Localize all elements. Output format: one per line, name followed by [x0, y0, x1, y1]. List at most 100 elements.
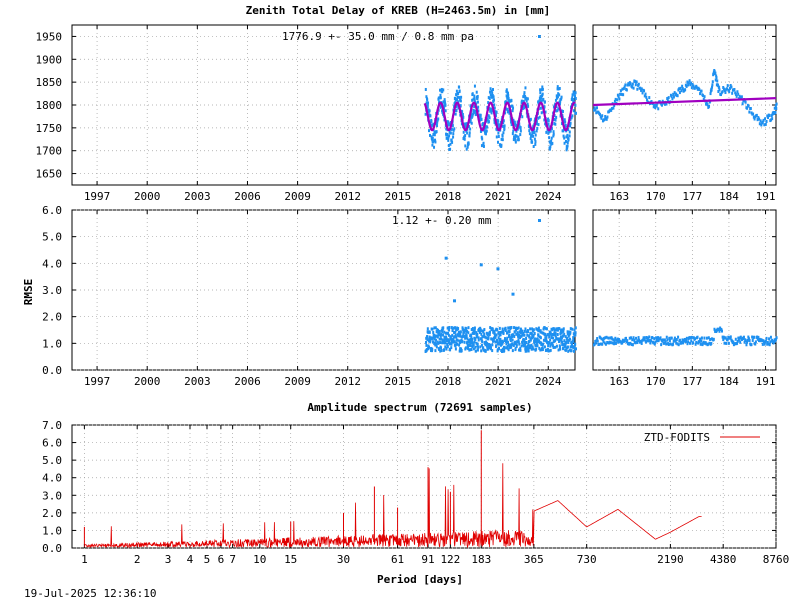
rmse-main-point	[517, 334, 520, 338]
rmse-main-point	[552, 336, 555, 340]
ztd-main-ytick-label: 1900	[36, 53, 63, 66]
rmse-main-point	[563, 332, 566, 336]
rmse-main-point	[431, 336, 434, 340]
ztd-zoom-point	[722, 87, 725, 91]
rmse-zoom-point	[694, 337, 697, 341]
rmse-zoom-point	[722, 338, 725, 342]
ztd-main-point	[556, 95, 559, 99]
rmse-zoom-point	[737, 336, 740, 340]
rmse-zoom-point	[756, 337, 759, 341]
rmse-main-point	[455, 335, 458, 339]
rmse-zoom-point	[672, 342, 675, 346]
ztd-main-point	[480, 118, 483, 122]
rmse-zoom-point	[764, 339, 767, 343]
ztd-main-point	[543, 100, 546, 104]
rmse-zoom-point	[604, 342, 607, 346]
spectrum-ytick-label: 3.0	[42, 489, 62, 502]
ztd-main-point	[493, 103, 496, 107]
ztd-main-point	[475, 111, 478, 115]
rmse-main-point	[543, 326, 546, 330]
rmse-main-point	[529, 338, 532, 342]
ztd-zoom-point	[595, 106, 598, 110]
rmse-main-point	[531, 345, 534, 349]
rmse-main-point	[535, 327, 538, 331]
ztd-main-point	[555, 94, 558, 98]
rmse-zoom-point	[761, 342, 764, 346]
ztd-main-point	[501, 134, 504, 138]
rmse-main-point	[497, 346, 500, 350]
rmse-main-point	[517, 338, 520, 342]
rmse-main-point	[549, 338, 552, 342]
rmse-zoom-point	[721, 335, 724, 339]
ztd-zoom-point	[655, 104, 658, 108]
ztd-zoom-point	[620, 92, 623, 96]
spectrum-xtick-label: 15	[284, 553, 297, 566]
rmse-zoom-point	[761, 339, 764, 343]
rmse-main-point	[470, 333, 473, 337]
ztd-zoom-point	[710, 88, 713, 92]
rmse-zoom-point	[673, 338, 676, 342]
ztd-main-point	[448, 134, 451, 138]
rmse-main-point	[504, 326, 507, 330]
rmse-main-point	[549, 348, 552, 352]
ztd-main-point	[516, 127, 519, 131]
ztd-main-point	[519, 133, 522, 137]
ztd-zoom-point	[747, 104, 750, 108]
rmse-zoom-point	[757, 335, 760, 339]
ztd-zoom-point	[639, 86, 642, 90]
ztd-main-point	[487, 101, 490, 105]
rmse-zoom-point	[705, 336, 708, 340]
rmse-main-point	[574, 331, 577, 335]
rmse-main-point	[477, 338, 480, 342]
rmse-main-point	[566, 330, 569, 334]
rmse-main-point	[454, 344, 457, 348]
rmse-main-point	[532, 335, 535, 339]
ztd-main-point	[424, 112, 427, 116]
ztd-zoom-point	[752, 115, 755, 119]
rmse-main-ytick-label: 6.0	[42, 204, 62, 217]
ztd-main-point	[435, 122, 438, 126]
rmse-zoom-point	[720, 329, 723, 333]
rmse-zoom-point	[678, 338, 681, 342]
ztd-main-point	[517, 138, 520, 142]
rmse-zoom-frame	[592, 209, 777, 371]
rmse-main-point	[476, 332, 479, 336]
rmse-zoom-point	[647, 339, 650, 343]
rmse-main-point	[544, 339, 547, 343]
ztd-zoom-point	[752, 112, 755, 116]
rmse-zoom-point	[731, 339, 734, 343]
rmse-main-point	[498, 342, 501, 346]
ztd-zoom-point	[706, 103, 709, 107]
ztd-main-plot: 1650 1700 1750 1800 1850 1900 1950 1997 2000 2003…	[36, 24, 577, 203]
rmse-main-point	[506, 344, 509, 348]
spectrum-xlabel: Period [days]	[377, 573, 463, 586]
rmse-main-point	[426, 327, 429, 331]
ztd-main-point	[522, 99, 525, 103]
ztd-main-point	[574, 103, 577, 107]
rmse-main-point	[486, 342, 489, 346]
ztd-main-point	[429, 133, 432, 137]
ztd-main-point	[457, 91, 460, 95]
ztd-main-point	[452, 135, 455, 139]
rmse-main-point	[447, 341, 450, 345]
ztd-zoom-point	[634, 83, 637, 87]
rmse-main-point	[560, 336, 563, 340]
rmse-zoom-point	[645, 340, 648, 344]
rmse-zoom-point	[717, 328, 720, 332]
ztd-zoom-point	[715, 76, 718, 80]
rmse-zoom-point	[623, 339, 626, 343]
ztd-main-point	[471, 114, 474, 118]
ztd-main-point	[566, 141, 569, 145]
ztd-zoom-point	[725, 87, 728, 91]
ztd-zoom-point	[636, 87, 639, 91]
rmse-main-point	[542, 331, 545, 335]
rmse-main-point	[494, 335, 497, 339]
rmse-zoom-point	[689, 336, 692, 340]
rmse-zoom-point	[609, 341, 612, 345]
ztd-zoom-point	[653, 103, 656, 107]
ztd-zoom-point	[619, 89, 622, 93]
ztd-main-point	[532, 124, 535, 128]
rmse-zoom-point	[606, 341, 609, 345]
rmse-main-point	[426, 335, 429, 339]
rmse-main-point	[450, 346, 453, 350]
